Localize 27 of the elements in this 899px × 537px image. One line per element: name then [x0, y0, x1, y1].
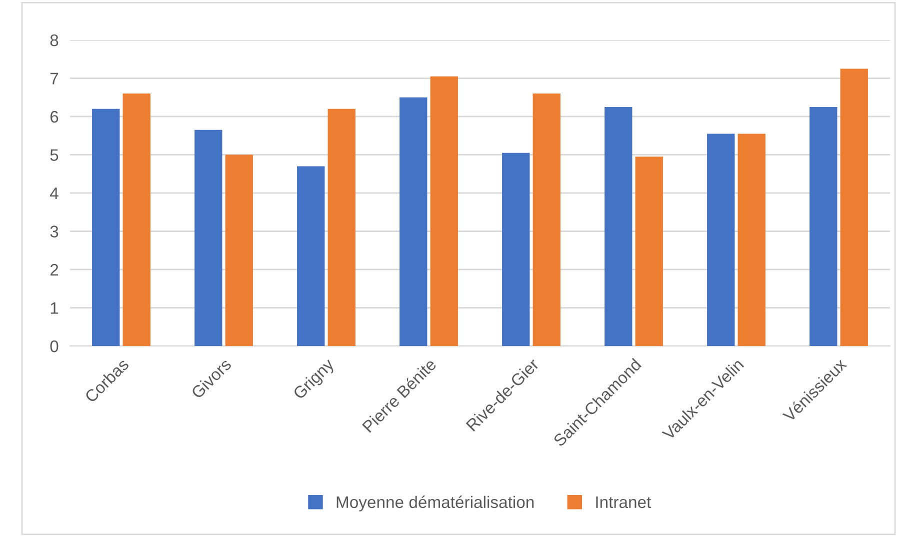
bar — [92, 108, 120, 346]
bar — [604, 106, 632, 346]
bar — [400, 97, 428, 346]
y-tick-label: 0 — [50, 340, 58, 352]
y-tick-label: 8 — [50, 34, 58, 46]
bar — [194, 130, 222, 346]
bar — [840, 68, 868, 346]
bar — [430, 76, 458, 346]
y-tick-label: 4 — [50, 188, 58, 200]
y-tick-label: 2 — [50, 264, 58, 276]
bar — [328, 108, 356, 346]
y-tick-label: 5 — [50, 149, 58, 161]
bar — [225, 154, 253, 346]
y-tick-label: 6 — [50, 110, 58, 123]
y-tick-label: 1 — [50, 302, 58, 314]
bar — [502, 152, 530, 346]
bar — [635, 156, 663, 346]
y-tick-label: 7 — [50, 72, 58, 84]
bar — [738, 134, 766, 346]
bar — [532, 94, 560, 346]
legend-label: Intranet — [596, 496, 652, 508]
bar — [122, 94, 150, 346]
legend-label: Moyenne dématérialisation — [336, 496, 534, 512]
bar — [707, 134, 735, 346]
bar — [810, 106, 838, 346]
y-tick-label: 3 — [50, 226, 58, 238]
bar — [297, 166, 325, 346]
